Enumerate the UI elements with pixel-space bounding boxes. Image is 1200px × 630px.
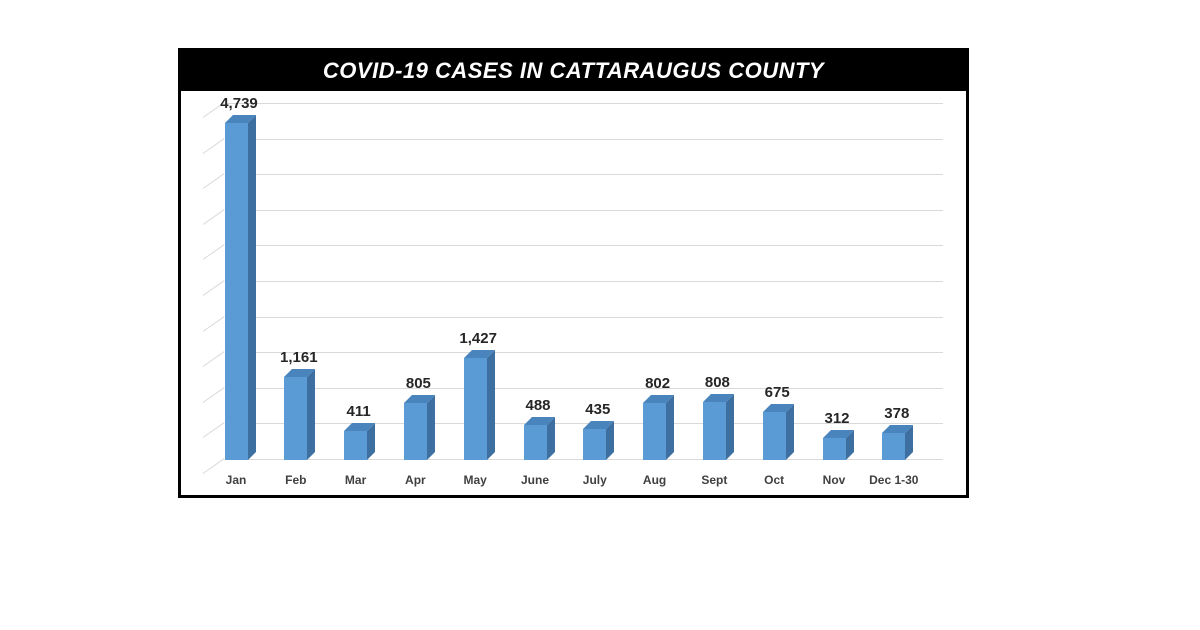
bar: [284, 369, 316, 460]
gridline: [225, 316, 943, 318]
gridline: [225, 138, 943, 140]
bar: [643, 394, 675, 460]
chart-title-bar: COVID-19 CASES IN CATTARAUGUS COUNTY: [181, 51, 966, 91]
gridline: [225, 209, 943, 211]
category-label: July: [582, 473, 607, 487]
category-label: Dec 1-30: [869, 473, 919, 487]
value-label: 1,161: [280, 349, 318, 367]
gridline: [225, 103, 943, 104]
category-label: Mar: [344, 473, 367, 487]
gridline-depth: [202, 280, 225, 296]
category-label: June: [520, 473, 549, 487]
bar: [762, 403, 794, 460]
gridline: [225, 352, 943, 354]
gridline-depth: [202, 351, 225, 368]
gridline-depth: [202, 244, 225, 261]
gridline: [225, 174, 943, 176]
value-label: 4,739: [220, 94, 258, 112]
bar: [882, 425, 914, 460]
bar: [224, 114, 256, 460]
bar: [583, 421, 615, 460]
value-label: 411: [346, 402, 371, 420]
value-label: 488: [525, 397, 551, 415]
chart-title: COVID-19 CASES IN CATTARAUGUS COUNTY: [322, 58, 825, 83]
gridline-depth: [202, 315, 225, 332]
value-label: 675: [764, 383, 790, 401]
value-label: 1,427: [459, 330, 497, 348]
value-label: 312: [824, 409, 850, 427]
gridline-depth: [202, 173, 225, 190]
bar: [403, 394, 435, 460]
bar: [702, 394, 734, 460]
category-label: May: [463, 473, 487, 487]
category-label: Feb: [285, 473, 307, 487]
category-label: Jan: [225, 473, 247, 487]
gridline-depth: [202, 422, 225, 439]
category-label: Nov: [822, 473, 846, 487]
value-label: 802: [645, 374, 671, 392]
bar: [463, 350, 495, 460]
category-label: Aug: [642, 473, 667, 487]
bar: [523, 417, 555, 460]
value-label: 378: [884, 405, 910, 423]
gridline: [225, 423, 943, 425]
gridline: [225, 281, 943, 282]
bar: [822, 429, 854, 460]
gridline: [225, 387, 943, 389]
category-label: Sept: [701, 473, 728, 487]
gridline-depth: [202, 137, 225, 154]
chart-frame: COVID-19 CASES IN CATTARAUGUS COUNTY 4,7…: [178, 48, 969, 498]
gridline-depth: [202, 386, 225, 403]
gridline: [225, 245, 943, 247]
plot-area: 4,739 Jan 1,161 Feb 411 Mar 805 Apr 1,427 May 488 J…: [181, 51, 966, 495]
category-label: Apr: [405, 473, 426, 487]
category-label: Oct: [764, 473, 785, 487]
value-label: 808: [704, 374, 730, 392]
gridline-depth: [202, 458, 225, 474]
gridline-depth: [202, 208, 225, 225]
value-label: 805: [405, 374, 431, 392]
value-label: 435: [585, 401, 611, 419]
bar: [344, 422, 376, 460]
